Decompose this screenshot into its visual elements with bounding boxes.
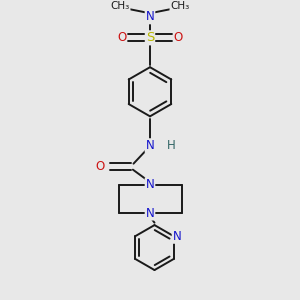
Text: O: O [117,31,126,44]
Text: H: H [167,139,176,152]
Text: CH₃: CH₃ [170,2,190,11]
Text: N: N [146,139,154,152]
Text: N: N [172,230,182,243]
Text: O: O [95,160,104,173]
Text: O: O [174,31,183,44]
Text: CH₃: CH₃ [110,2,130,11]
Text: N: N [146,178,154,191]
Text: N: N [146,207,154,220]
Text: S: S [146,31,154,44]
Text: N: N [146,11,154,23]
